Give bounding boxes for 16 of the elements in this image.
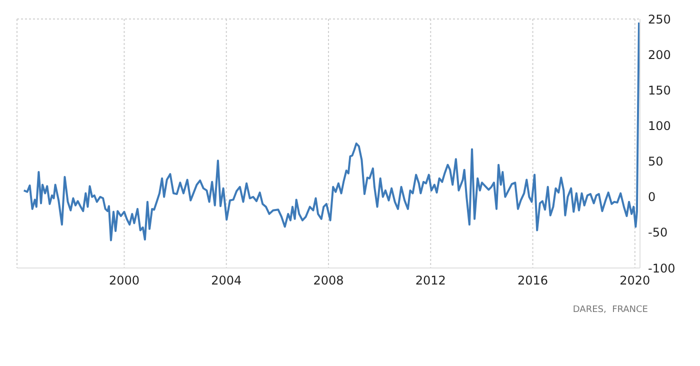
x-tick-label: 2020 bbox=[620, 274, 650, 288]
y-tick-label: 0 bbox=[648, 190, 656, 204]
x-tick-label: 2008 bbox=[313, 274, 344, 288]
y-tick-label: -50 bbox=[648, 226, 668, 240]
text: DARES, FRANCE bbox=[572, 305, 648, 315]
y-tick-label: 200 bbox=[648, 48, 671, 62]
x-tick-label: 2000 bbox=[108, 274, 140, 288]
line-series bbox=[22, 22, 640, 242]
y-tick-label: 50 bbox=[648, 154, 664, 169]
x-tick-label: 2004 bbox=[211, 274, 242, 288]
x-tick-label: 2016 bbox=[517, 274, 548, 288]
x-tick-label: 2012 bbox=[415, 274, 446, 288]
y-tick-label: 100 bbox=[648, 118, 671, 133]
y-tick-label: -100 bbox=[648, 261, 676, 276]
y-tick-label: 250 bbox=[648, 12, 671, 26]
y-tick-label: 150 bbox=[648, 83, 671, 98]
